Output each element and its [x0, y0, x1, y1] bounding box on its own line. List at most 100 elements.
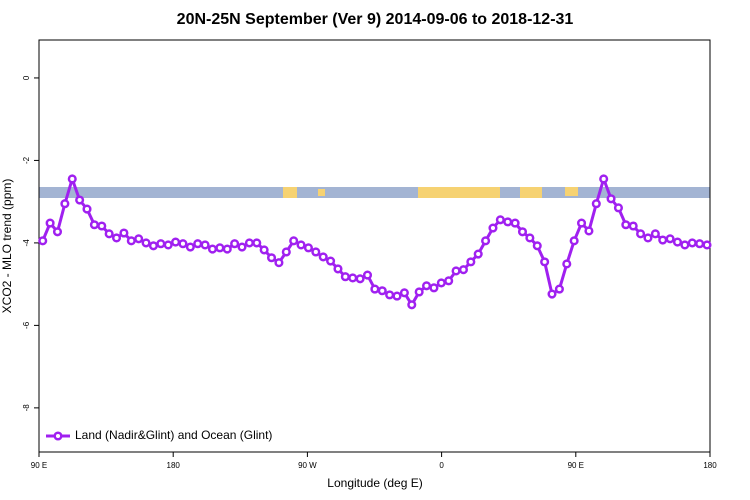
data-point: [274, 258, 284, 268]
data-point: [510, 218, 520, 228]
data-point: [554, 284, 564, 294]
data-point: [702, 240, 712, 250]
data-point: [104, 229, 114, 239]
data-point: [355, 274, 365, 284]
data-point: [60, 199, 70, 209]
x-tick-label: 90 W: [298, 461, 317, 470]
data-point: [680, 240, 690, 250]
data-point: [111, 233, 122, 243]
data-point: [289, 236, 299, 246]
data-point: [75, 195, 85, 205]
data-point: [259, 245, 269, 255]
data-point: [569, 236, 579, 246]
data-point: [503, 217, 513, 227]
chart-title: 20N-25N September (Ver 9) 2014-09-06 to …: [177, 11, 574, 28]
map-strip: [39, 187, 710, 198]
data-point: [126, 236, 136, 246]
data-point: [311, 247, 321, 257]
x-tick-label: 180: [167, 461, 181, 470]
data-point: [89, 220, 99, 230]
data-point: [340, 272, 350, 282]
data-point: [436, 278, 446, 288]
data-point: [141, 238, 151, 248]
data-point: [377, 286, 387, 296]
data-point: [237, 242, 247, 252]
data-point: [67, 174, 77, 184]
data-point: [200, 240, 210, 250]
data-point: [52, 227, 63, 237]
data-point: [362, 270, 373, 280]
legend-marker: [53, 431, 63, 441]
data-point: [82, 204, 92, 214]
data-point: [576, 218, 587, 228]
data-point: [281, 247, 291, 257]
data-point: [318, 252, 328, 262]
data-point: [473, 249, 483, 259]
y-tick-label: 0: [22, 75, 31, 80]
data-point: [148, 241, 158, 251]
data-point: [665, 234, 675, 244]
data-point: [185, 242, 195, 252]
data-point: [687, 238, 697, 248]
data-point: [695, 239, 705, 249]
data-point: [591, 199, 601, 209]
data-point: [156, 239, 166, 249]
data-point: [621, 220, 631, 230]
data-point: [207, 244, 218, 254]
x-tick-label: 180: [703, 461, 717, 470]
data-point: [458, 265, 468, 275]
data-point: [606, 194, 616, 204]
data-point: [643, 233, 653, 243]
data-point: [481, 236, 491, 246]
data-point: [636, 229, 646, 239]
data-point: [540, 257, 550, 267]
data-point: [613, 203, 623, 213]
data-point: [97, 221, 107, 231]
data-point: [222, 244, 232, 254]
data-point: [266, 253, 277, 263]
data-point: [517, 227, 528, 237]
data-point: [584, 226, 594, 236]
data-point: [562, 259, 572, 269]
data-point: [193, 239, 203, 249]
y-tick-label: -2: [22, 156, 31, 164]
y-axis-label: XCO2 - MLO trend (ppm): [0, 179, 14, 314]
data-point: [45, 218, 55, 228]
data-point: [296, 240, 306, 250]
data-point: [599, 174, 609, 184]
data-point: [385, 290, 395, 300]
data-point: [252, 238, 262, 248]
data-point: [171, 237, 181, 247]
map-land: [418, 187, 500, 198]
x-tick-label: 90 E: [568, 461, 584, 470]
data-point: [547, 289, 557, 299]
data-point: [672, 237, 683, 247]
data-point: [38, 236, 48, 246]
data-point: [407, 300, 417, 310]
x-axis-label: Longitude (deg E): [327, 476, 422, 490]
y-tick-label: -8: [22, 404, 31, 412]
data-point: [650, 229, 660, 239]
data-point: [163, 240, 173, 250]
data-point: [119, 228, 129, 238]
data-point: [326, 256, 336, 266]
data-point: [392, 291, 402, 301]
data-point: [495, 215, 505, 225]
data-point: [333, 264, 343, 274]
x-tick-label: 0: [439, 461, 444, 470]
y-tick-label: -4: [22, 239, 31, 247]
data-point: [215, 243, 225, 253]
map-land: [318, 189, 325, 196]
map-ocean: [39, 187, 710, 198]
map-land: [520, 187, 542, 198]
data-point: [532, 241, 542, 251]
data-point: [466, 257, 476, 267]
data-point: [444, 276, 454, 286]
data-point: [178, 239, 188, 249]
map-land: [283, 187, 297, 198]
map-land: [565, 187, 578, 196]
data-point: [525, 233, 535, 243]
y-tick-label: -6: [22, 321, 31, 329]
